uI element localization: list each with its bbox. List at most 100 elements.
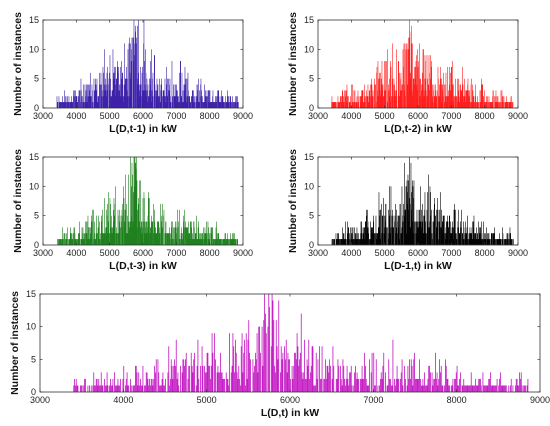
histogram-bar [274, 365, 275, 392]
histogram-bar [297, 346, 299, 392]
histogram-bar [77, 102, 78, 108]
histogram-bar [180, 365, 181, 392]
histogram-bar [211, 227, 212, 245]
histogram-bar [177, 96, 179, 108]
histogram-bar [498, 239, 499, 245]
histogram-bar [208, 365, 210, 392]
histogram-bar [341, 385, 343, 392]
histogram-bar [453, 227, 454, 245]
histogram-bar [437, 198, 438, 245]
histogram-bar [181, 72, 183, 108]
histogram-bar [158, 221, 159, 245]
histogram-bar [411, 365, 413, 392]
histogram-bar [146, 78, 148, 108]
histogram-bar [113, 72, 114, 108]
histogram-bar [461, 385, 463, 392]
histogram-bar [504, 385, 505, 392]
histogram-bar [218, 90, 219, 108]
histogram-bar [392, 43, 393, 108]
histogram-bar [408, 37, 409, 108]
histogram-bar [136, 157, 137, 245]
histogram-bar [422, 84, 423, 108]
histogram-bar [206, 352, 208, 392]
histogram-bar [409, 227, 411, 245]
histogram-bar [446, 221, 448, 245]
histogram-bar [79, 90, 81, 108]
histogram-bar [464, 385, 465, 392]
histogram-bar [490, 239, 492, 245]
histogram-bar [167, 233, 168, 245]
histogram-bar [365, 365, 366, 392]
y-tick-label: 5 [34, 74, 39, 84]
histogram-bar [477, 239, 478, 245]
histogram-bar [76, 96, 77, 108]
histogram-bar [424, 215, 425, 245]
histogram-bar [441, 102, 442, 108]
histogram-bar [181, 233, 182, 245]
histogram-bar [442, 84, 443, 108]
histogram-bar [214, 102, 215, 108]
histogram-bar [505, 102, 507, 108]
histogram-bar [130, 221, 131, 245]
y-tick-label: 15 [29, 152, 39, 162]
histogram-bar [57, 239, 59, 245]
histogram-bar [189, 102, 191, 108]
histogram-bar [453, 84, 454, 108]
x-tick-label: 7000 [166, 111, 186, 121]
histogram-bar [231, 365, 233, 392]
histogram-bar [356, 102, 357, 108]
histogram-bar [184, 90, 185, 108]
histogram-bar [450, 221, 451, 245]
histogram-bar [467, 239, 468, 245]
histogram-bar [164, 96, 165, 108]
histogram-bar [356, 227, 358, 245]
histogram-bar [228, 96, 229, 108]
histogram-bar [65, 239, 66, 245]
histogram-bar [190, 352, 192, 392]
histogram-bar [505, 239, 506, 245]
histogram-bar [375, 385, 376, 392]
y-axis-label: Number of instances [9, 291, 21, 395]
x-tick-label: 6000 [408, 248, 428, 258]
histogram-bar [107, 66, 108, 108]
x-tick-label: 7000 [441, 248, 461, 258]
histogram-bar [98, 378, 100, 392]
x-tick-label: 7000 [166, 248, 186, 258]
histogram-bar [517, 385, 519, 392]
histogram-bar [429, 227, 430, 245]
histogram-bar [211, 333, 213, 392]
histogram-bar [183, 215, 184, 245]
histogram-bar [183, 227, 184, 245]
histogram-bar [456, 233, 457, 245]
histogram-bar [187, 72, 189, 108]
histogram-bar [369, 90, 370, 108]
histogram-bar [416, 221, 417, 245]
histogram-bar [172, 378, 174, 392]
histogram-bar [94, 239, 95, 245]
histogram-bar [262, 365, 264, 392]
histogram-bar [401, 90, 402, 108]
histogram-bar [390, 102, 391, 108]
histogram-bar [119, 90, 120, 108]
histogram-bar [195, 102, 196, 108]
histogram-bar [113, 221, 114, 245]
histogram-bar [332, 346, 334, 392]
histogram-bar [175, 221, 177, 245]
histogram-bar [111, 96, 112, 108]
histogram-bar [232, 239, 234, 245]
histogram-bar [409, 37, 410, 108]
histogram-bar [152, 96, 153, 108]
histogram-bar [125, 378, 127, 392]
histogram-bar [374, 233, 376, 245]
histogram-bar [399, 215, 400, 245]
histogram-bar [107, 233, 108, 245]
histogram-bar [198, 227, 199, 245]
histogram-bar [472, 84, 473, 108]
histogram-bar [417, 227, 419, 245]
histogram-bar [434, 215, 436, 245]
histogram-bar [339, 102, 341, 108]
histogram-bar [120, 215, 122, 245]
histogram-bar [451, 66, 452, 108]
histogram-bar [114, 215, 115, 245]
histogram-bar [223, 102, 224, 108]
